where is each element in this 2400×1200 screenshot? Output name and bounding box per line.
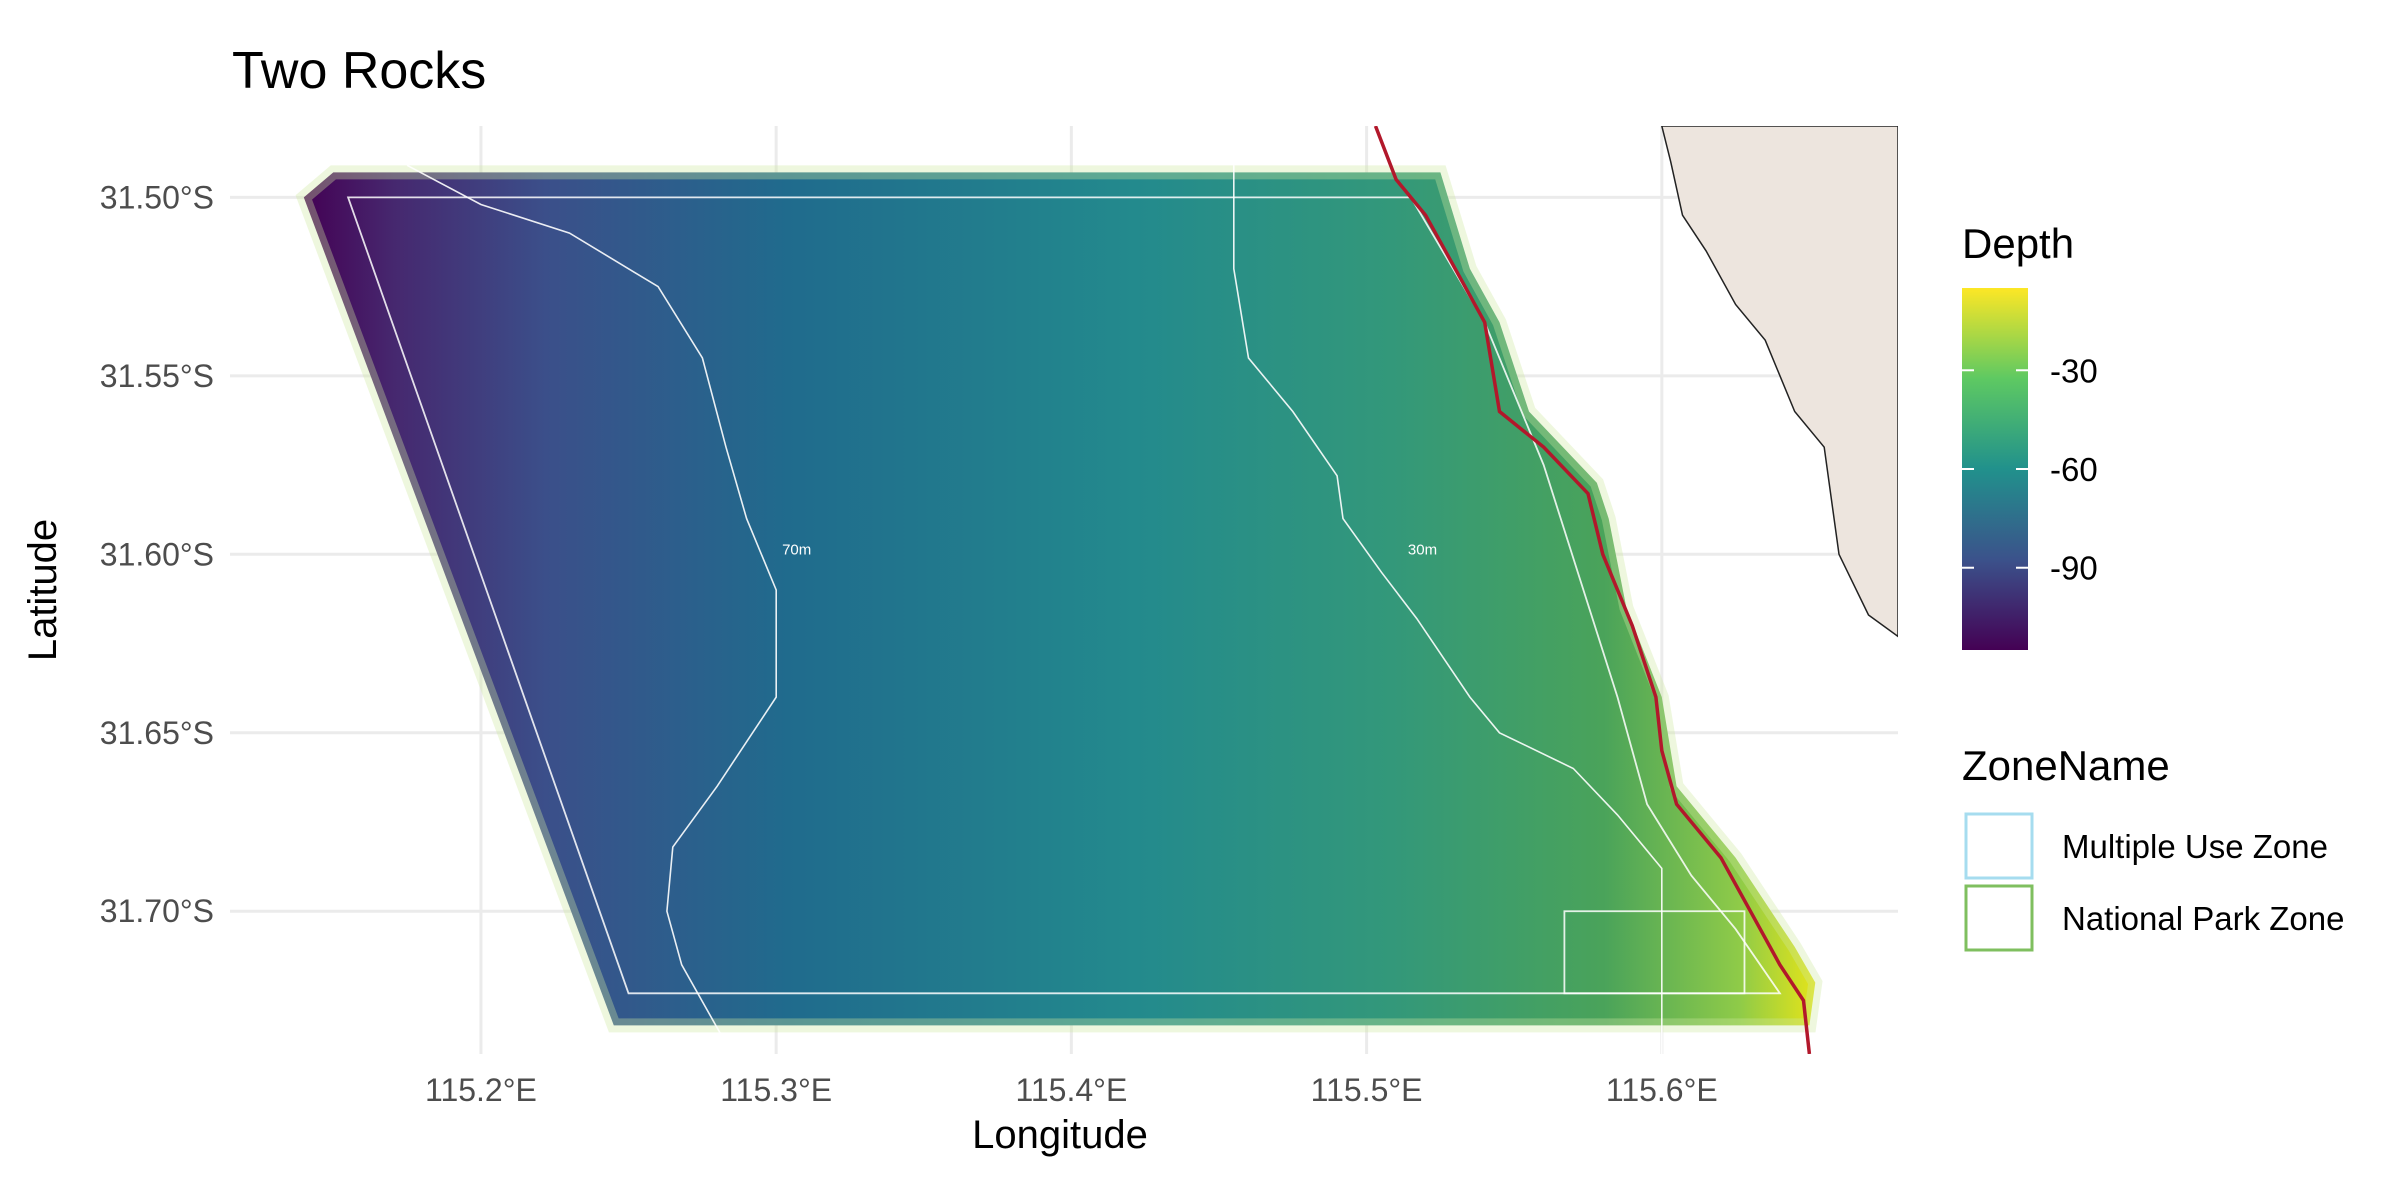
y-tick-label: 31.60°S (100, 536, 214, 572)
x-tick-label: 115.5°E (1311, 1072, 1423, 1108)
y-tick-label: 31.50°S (100, 179, 214, 215)
zone-legend: ZoneName Multiple Use Zone National Park… (1962, 742, 2344, 952)
depth-raster (303, 172, 1816, 1026)
x-tick-label: 115.3°E (720, 1072, 832, 1108)
x-tick-label: 115.6°E (1606, 1072, 1718, 1108)
contour-label-70m: 70m (782, 541, 811, 558)
y-tick-label: 31.65°S (100, 715, 214, 751)
y-tick-label: 31.70°S (100, 893, 214, 929)
x-axis-title: Longitude (972, 1113, 1148, 1157)
zone-label-multiple-use: Multiple Use Zone (2062, 828, 2328, 865)
y-axis-title: Latitude (21, 519, 65, 661)
depth-legend: Depth -30 -60 -90 (1962, 220, 2098, 650)
zone-key-national-park (1964, 884, 2034, 952)
colorbar-tick-label: -90 (2050, 550, 2098, 587)
zone-label-national-park: National Park Zone (2062, 900, 2344, 937)
national-park-zone-boundary (1563, 910, 1746, 995)
zone-legend-title: ZoneName (1962, 742, 2170, 789)
zone-key-multiple-use (1964, 812, 2034, 880)
y-tick-label: 31.55°S (100, 358, 214, 394)
chart-title: Two Rocks (232, 42, 486, 100)
land-mass (1661, 126, 1898, 638)
x-tick-label: 115.2°E (425, 1072, 537, 1108)
contour-label-30m: 30m (1408, 541, 1437, 558)
depth-legend-title: Depth (1962, 220, 2074, 267)
contour-70m (406, 164, 778, 1054)
raster-edge-highlight (295, 165, 1823, 1033)
colorbar-tick-label: -60 (2050, 451, 2098, 488)
coastline (1373, 126, 1812, 1054)
colorbar-tick-label: -30 (2050, 352, 2098, 389)
contour-30m (1233, 165, 1663, 1054)
x-tick-label: 115.4°E (1015, 1072, 1127, 1108)
